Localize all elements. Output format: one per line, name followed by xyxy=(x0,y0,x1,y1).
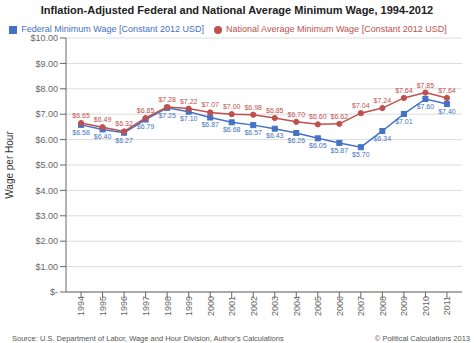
svg-text:$8.00: $8.00 xyxy=(35,84,58,94)
svg-text:$6.85: $6.85 xyxy=(266,107,284,114)
svg-text:$3.00: $3.00 xyxy=(35,211,58,221)
svg-text:2010: 2010 xyxy=(421,296,431,316)
svg-text:$2.00: $2.00 xyxy=(35,236,58,246)
svg-text:$6.43: $6.43 xyxy=(266,132,284,139)
svg-text:1998: 1998 xyxy=(163,296,173,316)
svg-text:1999: 1999 xyxy=(184,296,194,316)
svg-text:$7.25: $7.25 xyxy=(158,112,176,119)
svg-text:$6.00: $6.00 xyxy=(35,135,58,145)
html-text:Inflation-Adjusted Federal and: Inflation-Adjusted Federal and National … xyxy=(40,4,434,16)
svg-text:Wage per Hour: Wage per Hour xyxy=(8,131,15,199)
svg-text:2002: 2002 xyxy=(249,296,259,316)
html-text:National Average Minimum Wage: National Average Minimum Wage [Constant … xyxy=(226,24,447,34)
svg-text:$6.40: $6.40 xyxy=(94,133,112,140)
svg-text:$7.22: $7.22 xyxy=(180,98,198,105)
svg-text:2000: 2000 xyxy=(206,296,216,316)
svg-text:1996: 1996 xyxy=(119,296,129,316)
svg-text:$6.98: $6.98 xyxy=(244,104,262,111)
svg-text:$5.87: $5.87 xyxy=(331,147,349,154)
svg-text:$7.85: $7.85 xyxy=(417,82,435,89)
svg-text:$7.00: $7.00 xyxy=(35,109,58,119)
svg-text:$6.32: $6.32 xyxy=(115,120,133,127)
svg-text:$6.85: $6.85 xyxy=(137,107,155,114)
svg-text:2011: 2011 xyxy=(442,296,452,315)
svg-text:$-: $- xyxy=(50,287,58,297)
svg-text:2004: 2004 xyxy=(292,296,302,316)
svg-text:$1.00: $1.00 xyxy=(35,262,58,272)
svg-text:2009: 2009 xyxy=(399,296,409,316)
svg-text:$7.24: $7.24 xyxy=(374,97,392,104)
svg-text:$6.65: $6.65 xyxy=(72,112,90,119)
svg-text:$6.87: $6.87 xyxy=(201,121,219,128)
svg-text:$6.62: $6.62 xyxy=(331,113,349,120)
svg-text:$6.05: $6.05 xyxy=(309,142,327,149)
svg-text:$7.07: $7.07 xyxy=(201,101,219,108)
svg-text:1995: 1995 xyxy=(98,296,108,316)
svg-text:$6.27: $6.27 xyxy=(115,137,133,144)
svg-text:$6.57: $6.57 xyxy=(244,129,262,136)
svg-text:2001: 2001 xyxy=(227,296,237,316)
html-text:© Political Calculations 2013: © Political Calculations 2013 xyxy=(374,334,470,343)
svg-text:$7.00: $7.00 xyxy=(223,103,241,110)
svg-text:$7.01: $7.01 xyxy=(395,118,413,125)
html-text:Federal Minimum Wage [Constant: Federal Minimum Wage [Constant 2012 USD] xyxy=(21,24,205,34)
html-text:Source: U.S. Department of Lab: Source: U.S. Department of Labor, Wage a… xyxy=(12,334,284,343)
svg-text:$6.68: $6.68 xyxy=(223,126,241,133)
svg-text:$6.49: $6.49 xyxy=(94,116,112,123)
svg-text:$10.00: $10.00 xyxy=(30,33,58,43)
svg-text:$9.00: $9.00 xyxy=(35,59,58,69)
svg-text:$7.40: $7.40 xyxy=(438,108,456,115)
svg-text:$7.04: $7.04 xyxy=(352,102,370,109)
svg-text:2005: 2005 xyxy=(313,296,323,316)
svg-text:$6.34: $6.34 xyxy=(374,135,392,142)
svg-text:$5.00: $5.00 xyxy=(35,160,58,170)
svg-text:$6.79: $6.79 xyxy=(137,123,155,130)
svg-text:2008: 2008 xyxy=(378,296,388,316)
svg-text:$4.00: $4.00 xyxy=(35,186,58,196)
svg-text:$7.28: $7.28 xyxy=(158,96,176,103)
svg-text:1994: 1994 xyxy=(76,296,86,316)
svg-text:$7.64: $7.64 xyxy=(395,87,413,94)
svg-text:$6.60: $6.60 xyxy=(309,113,327,120)
svg-text:$6.26: $6.26 xyxy=(288,137,306,144)
svg-text:2007: 2007 xyxy=(356,296,366,316)
svg-text:$7.10: $7.10 xyxy=(180,115,198,122)
svg-text:$6.70: $6.70 xyxy=(288,111,306,118)
svg-text:$7.60: $7.60 xyxy=(417,103,435,110)
svg-text:2003: 2003 xyxy=(270,296,280,316)
svg-text:$7.64: $7.64 xyxy=(438,87,456,94)
svg-text:$5.70: $5.70 xyxy=(352,151,370,158)
svg-text:$6.58: $6.58 xyxy=(72,129,90,136)
svg-text:2006: 2006 xyxy=(335,296,345,316)
svg-text:1997: 1997 xyxy=(141,296,151,316)
